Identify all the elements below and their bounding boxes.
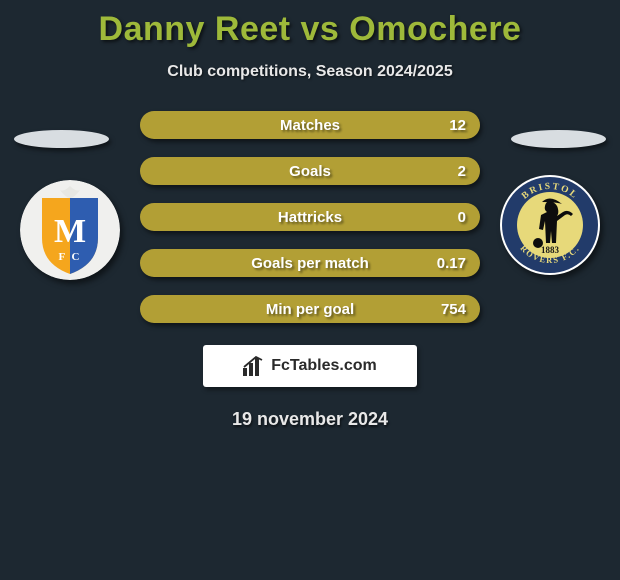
- stat-row-goals-per-match: Goals per match 0.17: [140, 249, 480, 277]
- page-subtitle: Club competitions, Season 2024/2025: [0, 63, 620, 81]
- crest-left-sub: F C: [58, 251, 81, 263]
- stat-right-value: 0.17: [437, 255, 466, 272]
- stat-label: Matches: [140, 117, 480, 134]
- stat-row-matches: Matches 12: [140, 111, 480, 139]
- bristol-rovers-crest: BRISTOL ROVERS F.C. 1883: [500, 175, 600, 275]
- stat-right-value: 12: [449, 117, 466, 134]
- platform-right: [511, 130, 606, 148]
- stat-right-value: 754: [441, 301, 466, 318]
- footer-date: 19 november 2024: [0, 409, 620, 430]
- crest-right-svg: BRISTOL ROVERS F.C. 1883: [500, 175, 600, 275]
- stat-label: Hattricks: [140, 209, 480, 226]
- fctables-badge[interactable]: FcTables.com: [203, 345, 417, 387]
- crest-left-letter: M: [54, 213, 86, 250]
- stat-label: Min per goal: [140, 301, 480, 318]
- stat-right-value: 0: [458, 209, 466, 226]
- stat-right-value: 2: [458, 163, 466, 180]
- crest-left-svg: M F C: [20, 180, 120, 280]
- fctables-text: FcTables.com: [271, 357, 377, 375]
- page-title: Danny Reet vs Omochere: [0, 0, 620, 49]
- stat-label: Goals: [140, 163, 480, 180]
- platform-left: [14, 130, 109, 148]
- mansfield-town-crest: M F C: [20, 180, 120, 280]
- bar-chart-icon: [243, 356, 265, 376]
- stat-label: Goals per match: [140, 255, 480, 272]
- stat-row-min-per-goal: Min per goal 754: [140, 295, 480, 323]
- crest-year: 1883: [541, 245, 560, 255]
- stat-row-goals: Goals 2: [140, 157, 480, 185]
- stat-row-hattricks: Hattricks 0: [140, 203, 480, 231]
